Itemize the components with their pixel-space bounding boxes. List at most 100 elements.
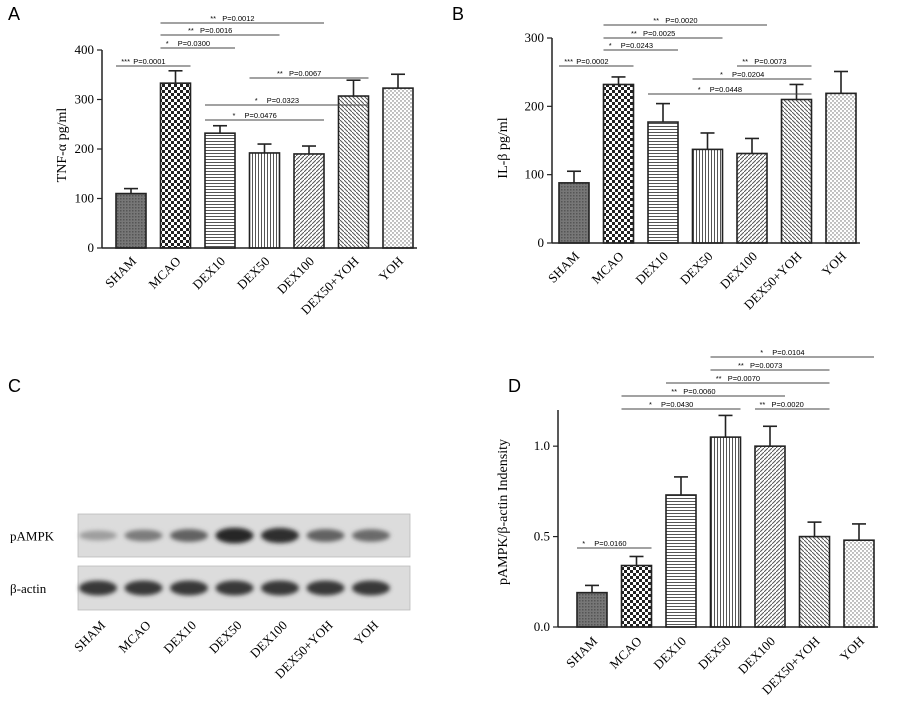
p-value-label: P=0.0204 <box>732 70 764 79</box>
y-tick-label: 400 <box>75 42 95 57</box>
bar-dex100 <box>736 152 768 244</box>
significance-stars: ** <box>653 16 659 25</box>
bar-dex50 <box>709 436 742 628</box>
x-category-label: MCAO <box>588 249 626 287</box>
bar-dex50-yoh <box>798 535 831 628</box>
y-axis-label: TNF-α pg/ml <box>55 108 70 183</box>
panel-letter-c: C <box>8 376 21 396</box>
bar-mcao <box>159 82 192 249</box>
significance-stars: ** <box>277 69 283 78</box>
y-tick-label: 300 <box>75 92 95 107</box>
bar-sham <box>558 182 590 244</box>
p-value-label: P=0.0001 <box>133 57 165 66</box>
panel-letter-b: B <box>452 4 464 24</box>
x-category-label: YOH <box>837 634 868 665</box>
x-category-label: DEX10 <box>189 254 228 293</box>
p-value-label: P=0.0160 <box>594 539 626 548</box>
p-value-label: P=0.0104 <box>772 348 804 357</box>
significance-stars: *** <box>121 57 130 66</box>
blot-band <box>124 529 163 542</box>
significance-stars: * <box>233 111 236 120</box>
bar-mcao <box>602 83 635 244</box>
p-value-label: P=0.0016 <box>200 26 232 35</box>
blot-lane-label: YOH <box>351 618 382 649</box>
x-category-label: SHAM <box>545 248 582 285</box>
x-category-label: SHAM <box>102 253 139 290</box>
blot-lane-label: DEX10 <box>160 618 199 657</box>
blot-row-label-pampk: pAMPK <box>10 529 55 544</box>
bar-yoh <box>843 539 875 628</box>
y-tick-label: 1.0 <box>534 438 550 453</box>
significance-stars: * <box>166 39 169 48</box>
x-category-label: DEX100 <box>735 634 778 677</box>
p-value-label: P=0.0073 <box>754 57 786 66</box>
y-tick-label: 200 <box>75 141 95 156</box>
p-value-label: P=0.0070 <box>728 374 760 383</box>
bar-mcao <box>620 564 653 628</box>
x-category-label: DEX100 <box>717 249 760 292</box>
blot-band <box>79 530 117 541</box>
y-axis-label: IL-β pg/ml <box>496 117 511 178</box>
significance-stars: * <box>760 348 763 357</box>
p-value-label: P=0.0323 <box>267 96 299 105</box>
bar-dex50 <box>248 152 281 249</box>
blot-band <box>261 580 299 596</box>
blot-lane-label: MCAO <box>115 618 153 656</box>
p-value-label: P=0.0060 <box>683 387 715 396</box>
y-tick-label: 0 <box>88 240 95 255</box>
x-category-label: YOH <box>819 249 850 280</box>
significance-stars: ** <box>188 26 194 35</box>
significance-stars: ** <box>738 361 744 370</box>
blot-lane-label: DEX50 <box>206 618 245 657</box>
blot-band <box>170 529 208 542</box>
y-tick-label: 100 <box>75 191 95 206</box>
significance-stars: ** <box>716 374 722 383</box>
bar-yoh <box>382 87 414 249</box>
bar-dex100 <box>293 153 325 249</box>
chart-il-beta: 0 100 200 300 IL-β pg/ml SHAM MCAO DEX10 DEX50 DE… <box>496 16 860 312</box>
panel-letter-d: D <box>508 376 521 396</box>
p-value-label: P=0.0020 <box>772 400 804 409</box>
significance-stars: ** <box>742 57 748 66</box>
p-value-label: P=0.0448 <box>710 85 742 94</box>
y-tick-label: 0.5 <box>534 529 550 544</box>
p-value-label: P=0.0243 <box>621 41 653 50</box>
significance-stars: * <box>255 96 258 105</box>
blot-lane-label: DEX100 <box>247 618 290 661</box>
chart-pampk-intensity: 0.0 0.5 1.0 pAMPK/β-actin Indensity SHAM MCAO… <box>496 348 878 697</box>
p-value-label: P=0.0002 <box>576 57 608 66</box>
y-axis-label: pAMPK/β-actin Indensity <box>496 439 511 585</box>
p-value-label: P=0.0025 <box>643 29 675 38</box>
bar-sham <box>576 591 608 628</box>
p-value-label: P=0.0012 <box>222 14 254 23</box>
blot-band <box>352 529 390 542</box>
significance-stars: ** <box>671 387 677 396</box>
blot-band <box>215 580 254 596</box>
significance-stars: * <box>609 41 612 50</box>
p-value-label: P=0.0020 <box>665 16 697 25</box>
bar-dex50 <box>691 148 724 244</box>
x-category-label: DEX10 <box>650 634 689 673</box>
blot-band <box>79 580 117 596</box>
y-tick-label: 300 <box>525 30 545 45</box>
bar-yoh <box>825 92 857 244</box>
bar-dex50-yoh <box>780 98 813 244</box>
blot-row-label-beta-actin: β-actin <box>10 581 47 596</box>
x-category-label: DEX50 <box>677 249 716 288</box>
blot-band <box>306 580 345 596</box>
x-category-label: MCAO <box>606 634 644 672</box>
x-category-label: DEX50 <box>695 634 734 673</box>
x-category-label: DEX100 <box>274 254 317 297</box>
blot-band <box>352 580 390 596</box>
significance-stars: ** <box>210 14 216 23</box>
significance-stars: ** <box>760 400 766 409</box>
blot-band <box>124 580 163 596</box>
blot-lane-label: SHAM <box>71 617 108 654</box>
p-value-label: P=0.0476 <box>245 111 277 120</box>
p-value-label: P=0.0067 <box>289 69 321 78</box>
significance-stars: *** <box>564 57 573 66</box>
p-value-label: P=0.0430 <box>661 400 693 409</box>
x-category-label: DEX50 <box>234 254 273 293</box>
